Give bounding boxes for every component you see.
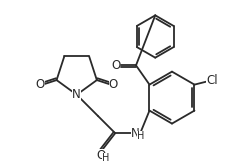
Text: O: O bbox=[111, 59, 120, 72]
Text: H: H bbox=[102, 153, 109, 163]
Text: H: H bbox=[138, 131, 145, 141]
Text: O: O bbox=[96, 149, 105, 162]
Text: N: N bbox=[131, 127, 140, 140]
Text: O: O bbox=[109, 78, 118, 91]
Text: Cl: Cl bbox=[206, 74, 218, 87]
Text: N: N bbox=[72, 88, 81, 101]
Text: O: O bbox=[35, 78, 45, 91]
